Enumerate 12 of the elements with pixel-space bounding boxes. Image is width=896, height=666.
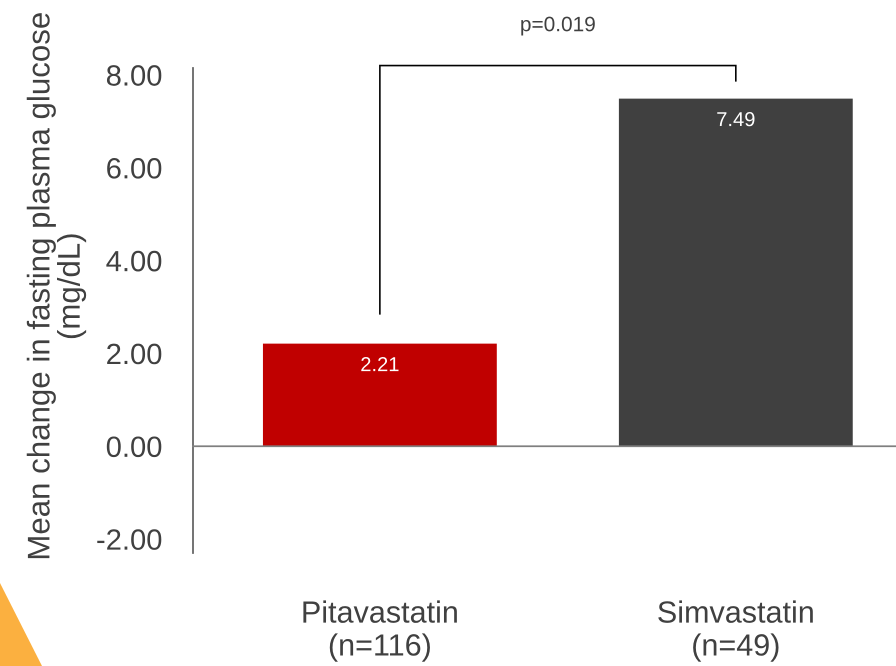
y-tick-label: 2.00 [107,344,162,364]
y-tick-label: 8.00 [106,65,162,86]
x-tick-label: Pitavastatin (n=116) [303,600,457,662]
y-tick-label: 0.00 [106,436,162,458]
y-tick-label: 4.00 [106,250,162,272]
x-tick-label: Simvastatin (n=49) [658,600,813,662]
y-tick-label: 6.00 [107,158,162,179]
y-axis-title: Mean change in fasting plasma glucose (mg/dL) [26,13,86,558]
data-label: 2.21 [361,357,398,372]
y-tick-label: -2.00 [97,529,162,550]
text: p=0.019 [521,16,595,36]
data-label: 7.49 [717,112,754,126]
